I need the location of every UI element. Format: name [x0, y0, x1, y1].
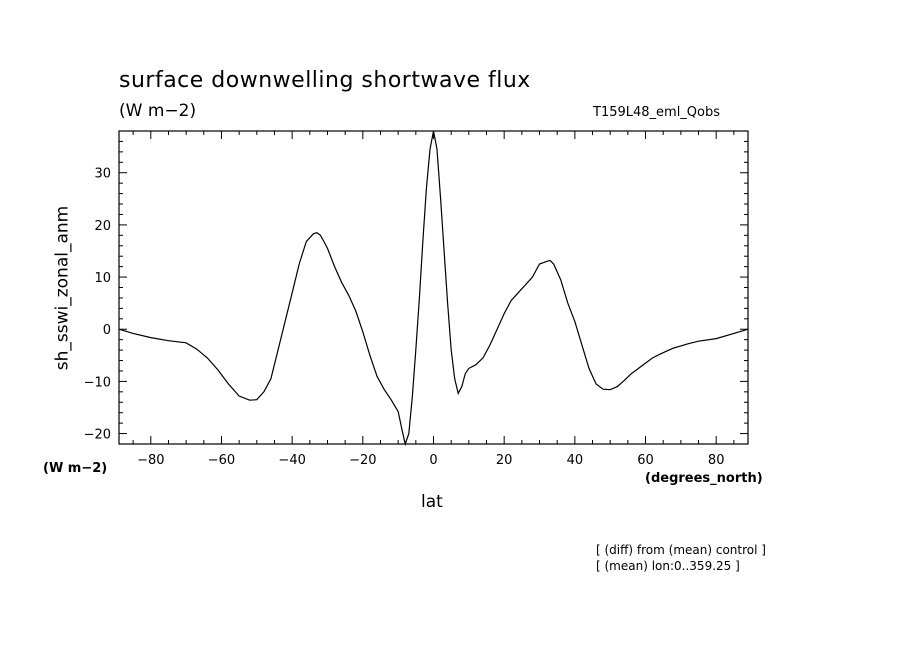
run-name: T159L48_eml_Qobs [593, 105, 721, 120]
y-tick-label: 20 [94, 219, 111, 234]
series-line [118, 130, 749, 447]
x-tick-label: 60 [637, 453, 654, 468]
x-tick-label: 20 [496, 453, 513, 468]
chart-title: surface downwelling shortwave flux [119, 68, 531, 93]
x-tick-label: −80 [137, 453, 164, 468]
x-tick-label: 40 [567, 453, 584, 468]
footnote-mean: [ (mean) lon:0..359.25 ] [596, 559, 740, 573]
tick-layer [119, 131, 748, 444]
y-tick-label: 30 [94, 167, 111, 182]
x-tick-label: 0 [429, 453, 437, 468]
x-tick-label: −20 [349, 453, 376, 468]
x-axis-label: lat [421, 492, 443, 512]
chart-units: (W m−2) [119, 101, 197, 121]
plot-frame [118, 130, 749, 445]
y-tick-label: 10 [94, 271, 111, 286]
x-tick-label: −40 [278, 453, 305, 468]
x-tick-label: 80 [708, 453, 725, 468]
footnote-diff: [ (diff) from (mean) control ] [596, 543, 766, 557]
y-axis-unit: (W m−2) [43, 461, 108, 476]
y-tick-label: 0 [103, 323, 111, 338]
y-tick-label: −10 [84, 375, 111, 390]
x-axis-unit: (degrees_north) [645, 471, 763, 486]
y-tick-label: −20 [84, 428, 111, 443]
tick-label-layer: −80 −60 −40 −20 0 20 40 60 80 −20 −10 0 10 20 30 [84, 167, 725, 468]
x-tick-label: −60 [208, 453, 235, 468]
